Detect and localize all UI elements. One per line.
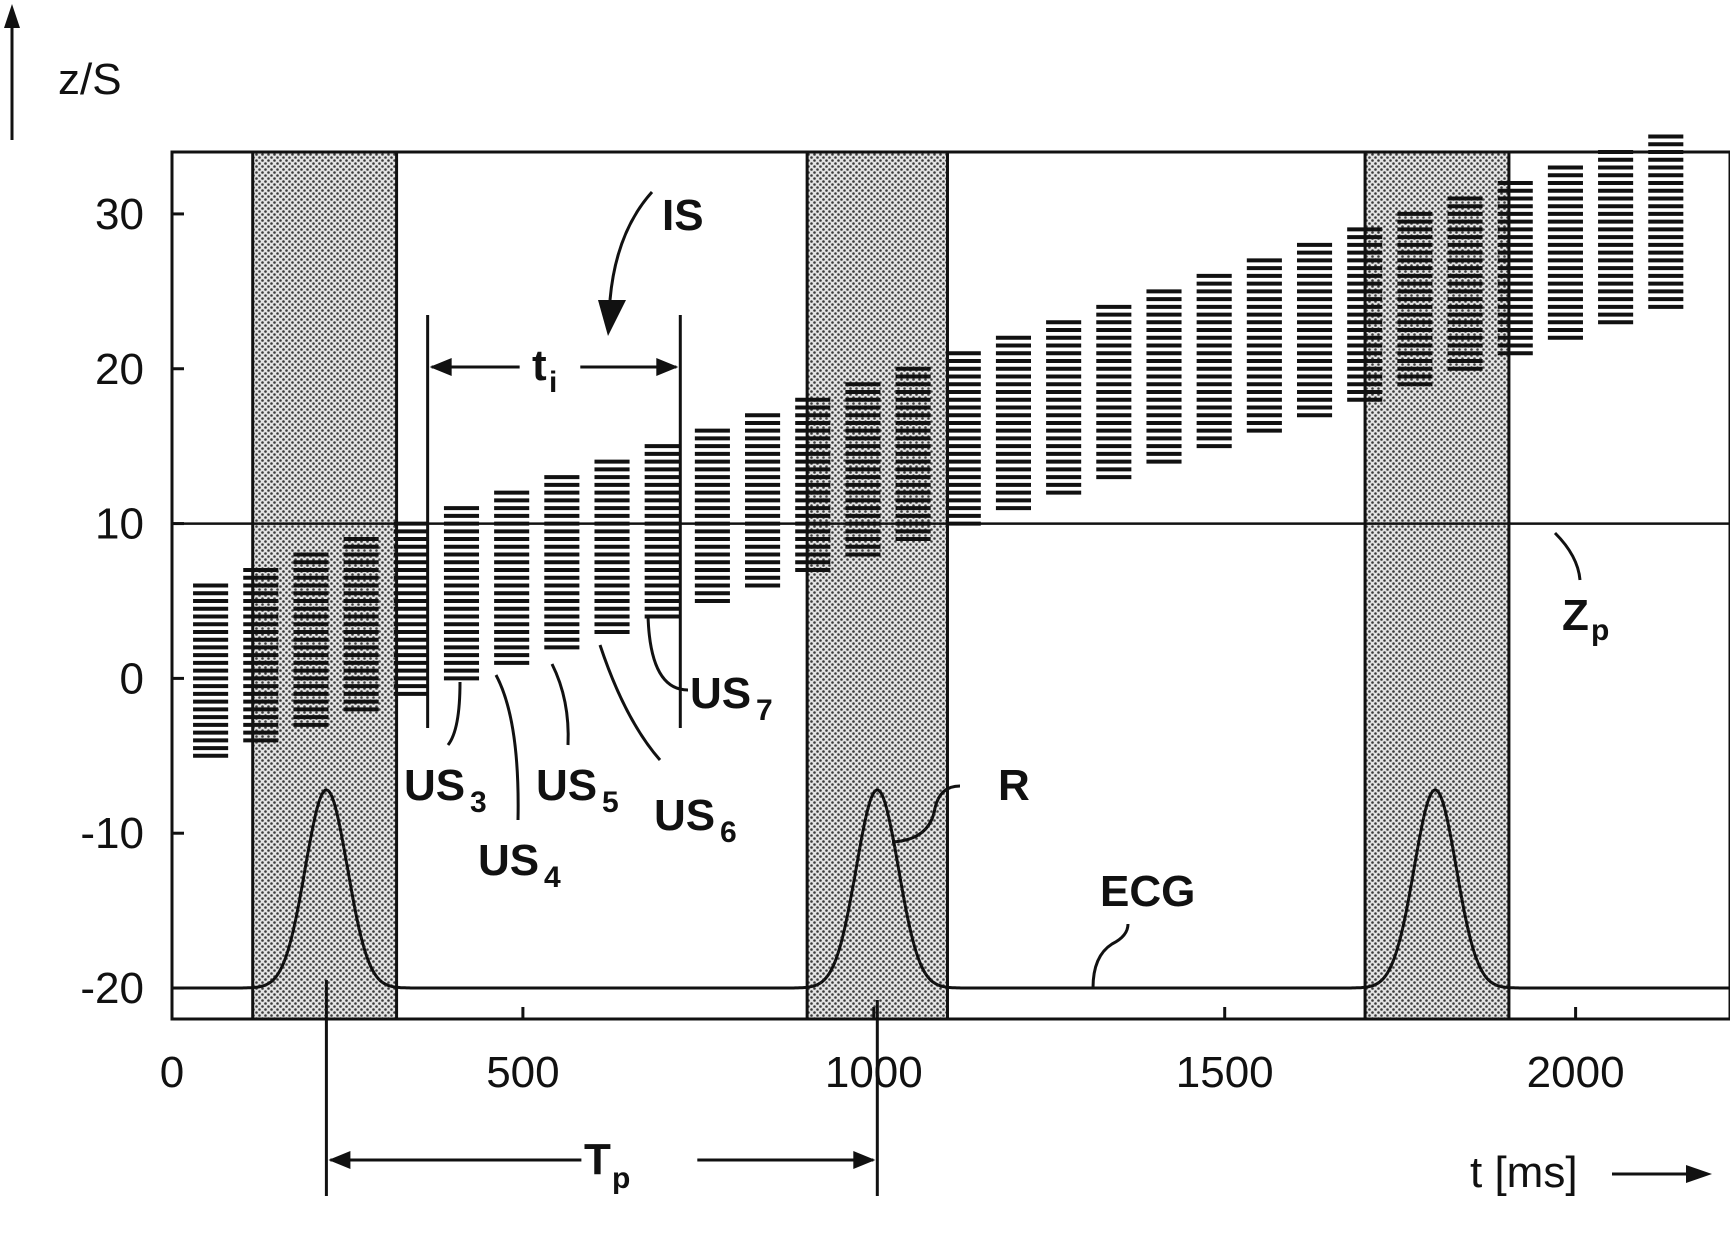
scan-group-15 — [895, 366, 931, 542]
ecg-leader — [1091, 923, 1130, 989]
us4-label: US — [478, 836, 539, 885]
scan-group-2 — [243, 568, 279, 743]
arrow-head — [853, 1151, 876, 1169]
x-axis-label: t [ms] — [1470, 1148, 1578, 1197]
scan-group-11 — [694, 428, 730, 603]
scan-group-22 — [1246, 258, 1282, 433]
ti-subscript: i — [549, 366, 557, 399]
zp-subscript: p — [1591, 614, 1609, 647]
us6-subscript: 6 — [720, 816, 737, 849]
dimension-markers-layer — [324, 315, 879, 1196]
scan-group-19 — [1096, 304, 1132, 480]
scan-group-10 — [644, 444, 680, 619]
scan-group-1 — [193, 583, 229, 758]
us4-leader — [494, 674, 520, 821]
y-tick-label: 30 — [95, 190, 144, 239]
is-arrow — [598, 190, 654, 336]
scan-group-14 — [845, 382, 881, 557]
x-tick-label: 1500 — [1176, 1048, 1274, 1097]
arrow-head — [429, 358, 452, 376]
ecg-window-layer — [251, 152, 1511, 1019]
y-axis-label: z/S — [58, 55, 122, 104]
y-tick-label: 20 — [95, 345, 144, 394]
scan-group-29 — [1598, 150, 1634, 325]
x-tick-label: 0 — [160, 1048, 184, 1097]
us4-subscript: 4 — [544, 861, 561, 894]
scan-group-26 — [1447, 196, 1483, 371]
us7-leader — [646, 614, 689, 692]
scan-slices-layer — [193, 134, 1684, 758]
scan-group-20 — [1146, 289, 1182, 464]
us5-leader — [550, 663, 570, 746]
is-label: IS — [662, 191, 704, 240]
tp-label: T — [584, 1135, 611, 1184]
ecg-window-3 — [1365, 152, 1509, 1019]
reference-lines-layer — [172, 522, 1730, 990]
zp-leader — [1553, 531, 1582, 581]
us5-label: US — [536, 761, 597, 810]
us3-leader — [446, 681, 462, 746]
ecg-window-2 — [807, 152, 948, 1019]
scan-group-18 — [1046, 320, 1082, 495]
plot-frame — [170, 150, 1730, 1021]
scan-group-8 — [544, 475, 580, 650]
y-tick-label: -10 — [80, 809, 144, 858]
y-tick-label: -20 — [80, 964, 144, 1013]
us5-subscript: 5 — [602, 786, 619, 819]
arrow-head — [656, 358, 679, 376]
scan-group-25 — [1397, 211, 1433, 387]
scan-group-13 — [795, 397, 831, 573]
scan-group-12 — [745, 413, 781, 588]
r-leader — [891, 784, 961, 844]
scan-group-7 — [494, 490, 530, 665]
scan-group-30 — [1648, 134, 1684, 309]
r-label: R — [998, 761, 1030, 810]
x-axis-arrow — [1612, 1165, 1712, 1183]
scan-group-5 — [393, 521, 429, 696]
scan-group-28 — [1547, 165, 1583, 340]
ecg-curve — [172, 788, 1730, 990]
scan-group-16 — [945, 351, 981, 526]
scan-group-9 — [594, 459, 630, 634]
scan-group-3 — [293, 552, 329, 727]
x-tick-label: 2000 — [1527, 1048, 1625, 1097]
scan-group-4 — [343, 537, 379, 712]
ti-label: t — [532, 341, 547, 390]
scan-group-21 — [1196, 273, 1232, 449]
y-axis-arrow — [4, 4, 20, 140]
scan-group-23 — [1296, 242, 1333, 418]
x-tick-label: 1000 — [825, 1048, 923, 1097]
us6-leader — [598, 644, 662, 761]
us7-label: US — [690, 669, 751, 718]
scan-group-17 — [995, 335, 1032, 511]
us3-subscript: 3 — [470, 786, 487, 819]
arrow-head — [328, 1151, 351, 1169]
y-tick-label: 10 — [95, 500, 144, 549]
us7-subscript: 7 — [756, 694, 773, 727]
us3-label: US — [404, 761, 465, 810]
scan-group-27 — [1497, 180, 1533, 356]
tp-subscript: p — [612, 1162, 630, 1195]
scan-group-24 — [1347, 227, 1383, 402]
y-tick-label: 0 — [120, 654, 144, 703]
ecg-label: ECG — [1100, 867, 1195, 916]
us6-label: US — [654, 791, 715, 840]
axis-ticks-layer: 0 500 1000 1500 2000 -20 -10 0 10 20 30 — [80, 190, 1624, 1097]
x-tick-label: 500 — [486, 1048, 559, 1097]
zp-label: Z — [1562, 591, 1589, 640]
scan-group-6 — [443, 506, 480, 681]
